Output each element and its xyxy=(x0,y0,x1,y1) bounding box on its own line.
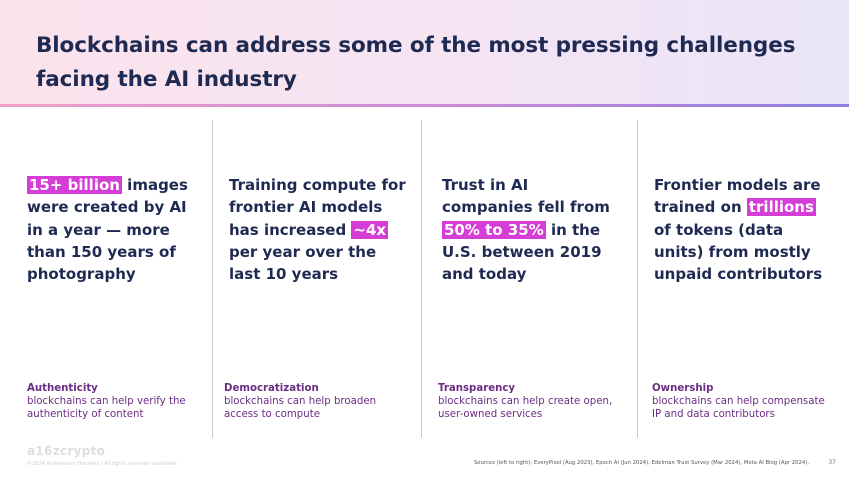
stat-text: Trust in AI companies fell from xyxy=(442,176,610,217)
category-description: blockchains can help broaden access to c… xyxy=(224,396,377,420)
stat-democratization: Training compute for frontier AI models … xyxy=(229,174,409,285)
category-authenticity: Authenticity blockchains can help verify… xyxy=(27,382,212,421)
header-rule xyxy=(0,104,849,107)
page-title: Blockchains can address some of the most… xyxy=(36,33,796,92)
page-number: 37 xyxy=(828,459,836,466)
stat-text: images were created by AI in a year — mo… xyxy=(27,176,188,284)
sources-text: Sources (left to right): EveryPixel (Aug… xyxy=(473,460,809,466)
stat-text: Training compute for frontier AI models … xyxy=(229,176,406,239)
column-divider xyxy=(637,120,638,438)
header-band xyxy=(0,0,849,104)
category-description: blockchains can help verify the authenti… xyxy=(27,396,186,420)
stat-text: of tokens (data units) from mostly unpai… xyxy=(654,220,823,284)
stat-text: Frontier models are trained on xyxy=(654,176,821,217)
stat-text: in the U.S. between 2019 and today xyxy=(442,220,602,284)
stat-text: per year over the last 10 years xyxy=(229,242,377,284)
stat-highlight: 50% to 35% xyxy=(442,220,546,239)
column-divider xyxy=(421,120,422,438)
category-democratization: Democratization blockchains can help bro… xyxy=(224,382,394,421)
column-divider xyxy=(212,120,213,438)
copyright-text: ©2024 Andreessen Horowitz | All rights r… xyxy=(27,461,177,467)
category-description: blockchains can help create open, user-o… xyxy=(438,396,613,420)
category-title: Ownership xyxy=(652,383,714,394)
stat-transparency: Trust in AI companies fell from 50% to 3… xyxy=(442,174,614,285)
stat-authenticity: 15+ billion images were created by AI in… xyxy=(27,174,202,285)
category-title: Democratization xyxy=(224,383,319,394)
stat-ownership: Frontier models are trained on trillions… xyxy=(654,174,832,285)
category-transparency: Transparency blockchains can help create… xyxy=(438,382,623,421)
category-title: Transparency xyxy=(438,383,516,394)
category-description: blockchains can help compensate IP and d… xyxy=(652,396,825,420)
stat-highlight: ~4x xyxy=(351,220,389,239)
stat-highlight: 15+ billion xyxy=(27,176,122,194)
category-ownership: Ownership blockchains can help compensat… xyxy=(652,382,832,421)
a16zcrypto-logo: a16zcrypto xyxy=(27,444,106,458)
category-title: Authenticity xyxy=(27,383,98,394)
stat-highlight: trillions xyxy=(746,198,816,217)
